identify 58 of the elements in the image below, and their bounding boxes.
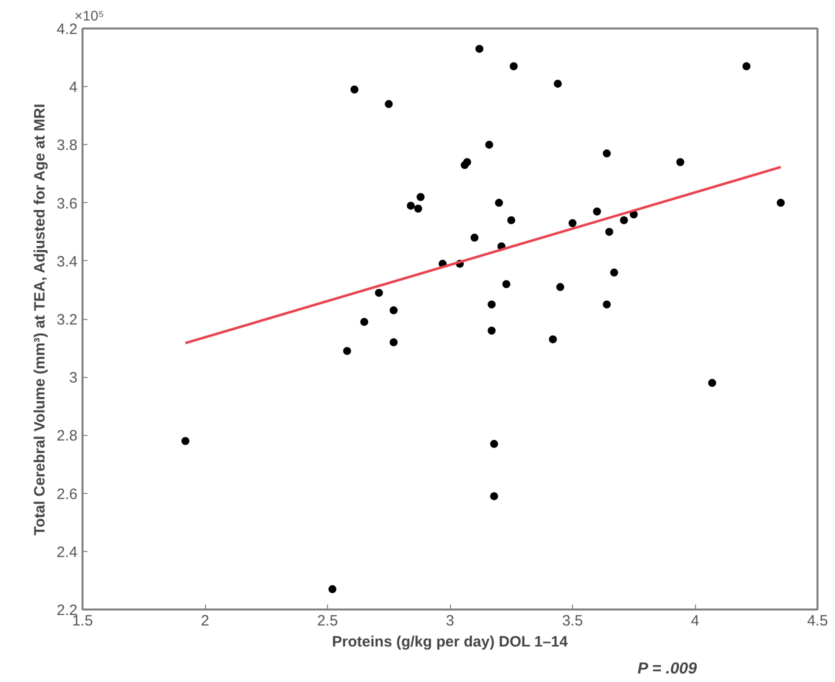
y-tick-label: 4.2: [56, 21, 78, 38]
x-tick-label: 4.5: [807, 612, 828, 630]
point: [593, 208, 601, 216]
y-tick-label: 2.8: [56, 428, 78, 445]
text: ×10⁵: [74, 8, 104, 24]
point: [605, 228, 614, 236]
point: [343, 346, 352, 355]
y-tick-label: 3.2: [56, 312, 78, 328]
point: [602, 149, 611, 158]
point: [360, 318, 368, 326]
point: [406, 202, 415, 210]
point: [708, 378, 716, 387]
point: [181, 437, 190, 446]
point: [384, 100, 393, 108]
point: [507, 216, 516, 224]
x-tick-label: 3: [446, 612, 454, 630]
x-tick-label: 4: [690, 612, 700, 630]
point: [610, 268, 618, 277]
x-tick-label: 2: [200, 612, 210, 630]
point: [475, 44, 484, 53]
point: [495, 198, 503, 207]
point: [548, 335, 557, 344]
y-tick-label: 4: [69, 79, 78, 96]
point: [490, 492, 498, 500]
point: [390, 338, 398, 346]
point: [416, 192, 425, 201]
y-tick-label: 3.8: [56, 137, 78, 154]
y-tick-label: 3.4: [56, 253, 78, 270]
point: [776, 198, 785, 207]
x-axis-title: Proteins (g/kg per day) DOL 1–14: [332, 634, 568, 650]
point: [488, 300, 496, 308]
y-axis-title: Total Cerebral Volume (mm³) at TEA, Adjusted for Age at MRI: [32, 104, 49, 536]
point: [510, 62, 518, 70]
point: [568, 219, 576, 228]
point: [742, 62, 750, 70]
point: [328, 585, 336, 594]
text: P = .009: [637, 660, 698, 678]
point: [502, 280, 510, 288]
y-tick-label: 3: [69, 370, 78, 387]
point: [676, 158, 684, 166]
x-tick-label: 2.5: [317, 612, 338, 630]
point: [390, 306, 398, 314]
point: [470, 234, 478, 242]
point: [554, 80, 562, 88]
point: [620, 216, 628, 224]
point: [556, 283, 564, 292]
y-tick-label: 2.4: [56, 544, 78, 561]
point: [463, 158, 472, 166]
point: [602, 300, 611, 308]
point: [350, 86, 358, 94]
point: [414, 204, 422, 213]
point: [488, 326, 496, 335]
y-tick-label: 3.6: [56, 195, 78, 212]
point: [490, 440, 498, 448]
point: [374, 288, 383, 297]
y-tick-label: 2.6: [56, 486, 78, 503]
point: [485, 140, 494, 149]
x-tick-label: 3.5: [562, 612, 583, 630]
